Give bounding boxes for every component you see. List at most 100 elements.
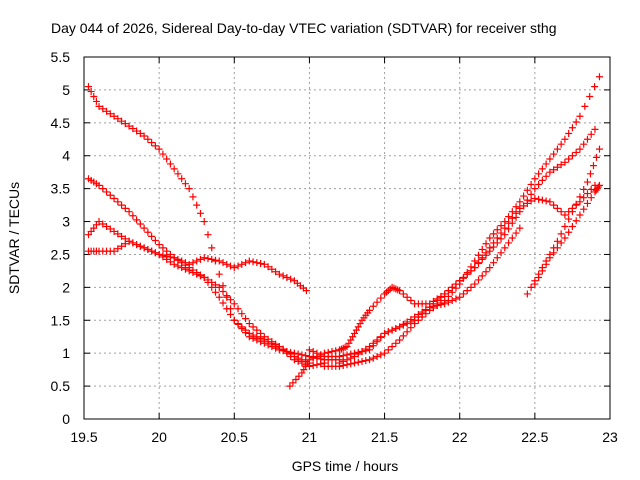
data-point (565, 130, 573, 138)
data-point (223, 305, 231, 313)
data-point (189, 259, 197, 267)
data-point (204, 276, 212, 284)
data-point (309, 362, 317, 370)
data-point (155, 145, 163, 153)
plot-frame (83, 56, 611, 420)
data-point (170, 165, 178, 173)
data-point (264, 263, 272, 271)
data-point (388, 326, 396, 334)
data-point (260, 260, 268, 268)
data-point (362, 345, 370, 353)
data-point (392, 339, 400, 347)
data-point (121, 204, 129, 212)
data-point (230, 300, 238, 308)
data-point (174, 262, 182, 270)
data-point (212, 281, 219, 289)
data-point (527, 190, 535, 198)
data-point (467, 263, 475, 271)
x-axis-label: GPS time / hours (292, 458, 399, 474)
data-point (358, 348, 366, 356)
data-point (189, 193, 197, 201)
data-point (257, 329, 265, 337)
data-point (174, 255, 182, 263)
data-point (437, 301, 445, 309)
data-point (129, 212, 137, 220)
data-point (230, 316, 238, 324)
data-point (227, 296, 235, 304)
data-point (223, 292, 231, 300)
data-point (553, 145, 561, 153)
data-point (538, 165, 546, 173)
data-point (133, 127, 141, 135)
data-point (200, 273, 208, 281)
data-point (204, 231, 212, 239)
data-point (508, 208, 516, 216)
data-point (452, 295, 460, 303)
data-point (520, 192, 528, 200)
data-point (148, 247, 156, 255)
data-point (227, 311, 235, 319)
data-point (565, 215, 573, 223)
data-point (490, 230, 498, 238)
data-point (193, 257, 201, 265)
data-point (542, 172, 550, 180)
data-point (114, 198, 122, 206)
y-axis-label: SDTVAR / TECUs (6, 182, 22, 294)
data-point (418, 308, 426, 316)
data-point (505, 225, 513, 233)
data-point (373, 336, 381, 344)
data-point (482, 251, 490, 259)
data-point (527, 197, 535, 205)
data-point (264, 335, 272, 343)
data-point (595, 73, 603, 81)
data-point (212, 256, 219, 264)
data-point (441, 300, 449, 308)
data-point (448, 288, 456, 296)
series-track-10 (531, 181, 603, 288)
data-point (565, 155, 573, 163)
data-point (118, 232, 126, 240)
data-point (542, 197, 550, 205)
data-point (512, 229, 520, 237)
data-point (219, 259, 227, 267)
data-point (279, 272, 287, 280)
data-point (384, 328, 392, 336)
data-point (572, 200, 580, 208)
data-point (196, 272, 204, 280)
data-point (478, 255, 486, 263)
series-track-3 (85, 218, 328, 370)
data-point (110, 195, 118, 203)
data-point (110, 247, 118, 255)
data-point (399, 320, 407, 328)
data-point (358, 357, 366, 365)
data-point (166, 253, 174, 261)
x-tick-label: 23 (602, 429, 618, 445)
data-point (493, 254, 501, 262)
data-point (351, 352, 359, 360)
data-point (136, 242, 144, 250)
data-point (362, 357, 370, 365)
data-point (523, 196, 531, 204)
data-point (317, 360, 325, 368)
data-point (490, 259, 498, 267)
data-point (505, 213, 513, 221)
data-point (531, 195, 539, 203)
series-track-1 (85, 83, 343, 364)
data-point (512, 213, 520, 221)
data-point (129, 125, 137, 133)
data-point (580, 205, 588, 213)
data-point (568, 222, 576, 230)
data-point (95, 102, 103, 110)
x-tick-label: 19.5 (70, 429, 97, 445)
y-tick-label: 1.5 (51, 312, 71, 328)
data-point (170, 254, 178, 262)
data-point (369, 354, 377, 362)
data-point (136, 130, 144, 138)
data-point (275, 270, 283, 278)
data-point (553, 237, 561, 245)
data-point (110, 227, 118, 235)
data-point (106, 191, 114, 199)
data-point (118, 117, 126, 125)
data-point (95, 181, 103, 189)
data-point (399, 332, 407, 340)
